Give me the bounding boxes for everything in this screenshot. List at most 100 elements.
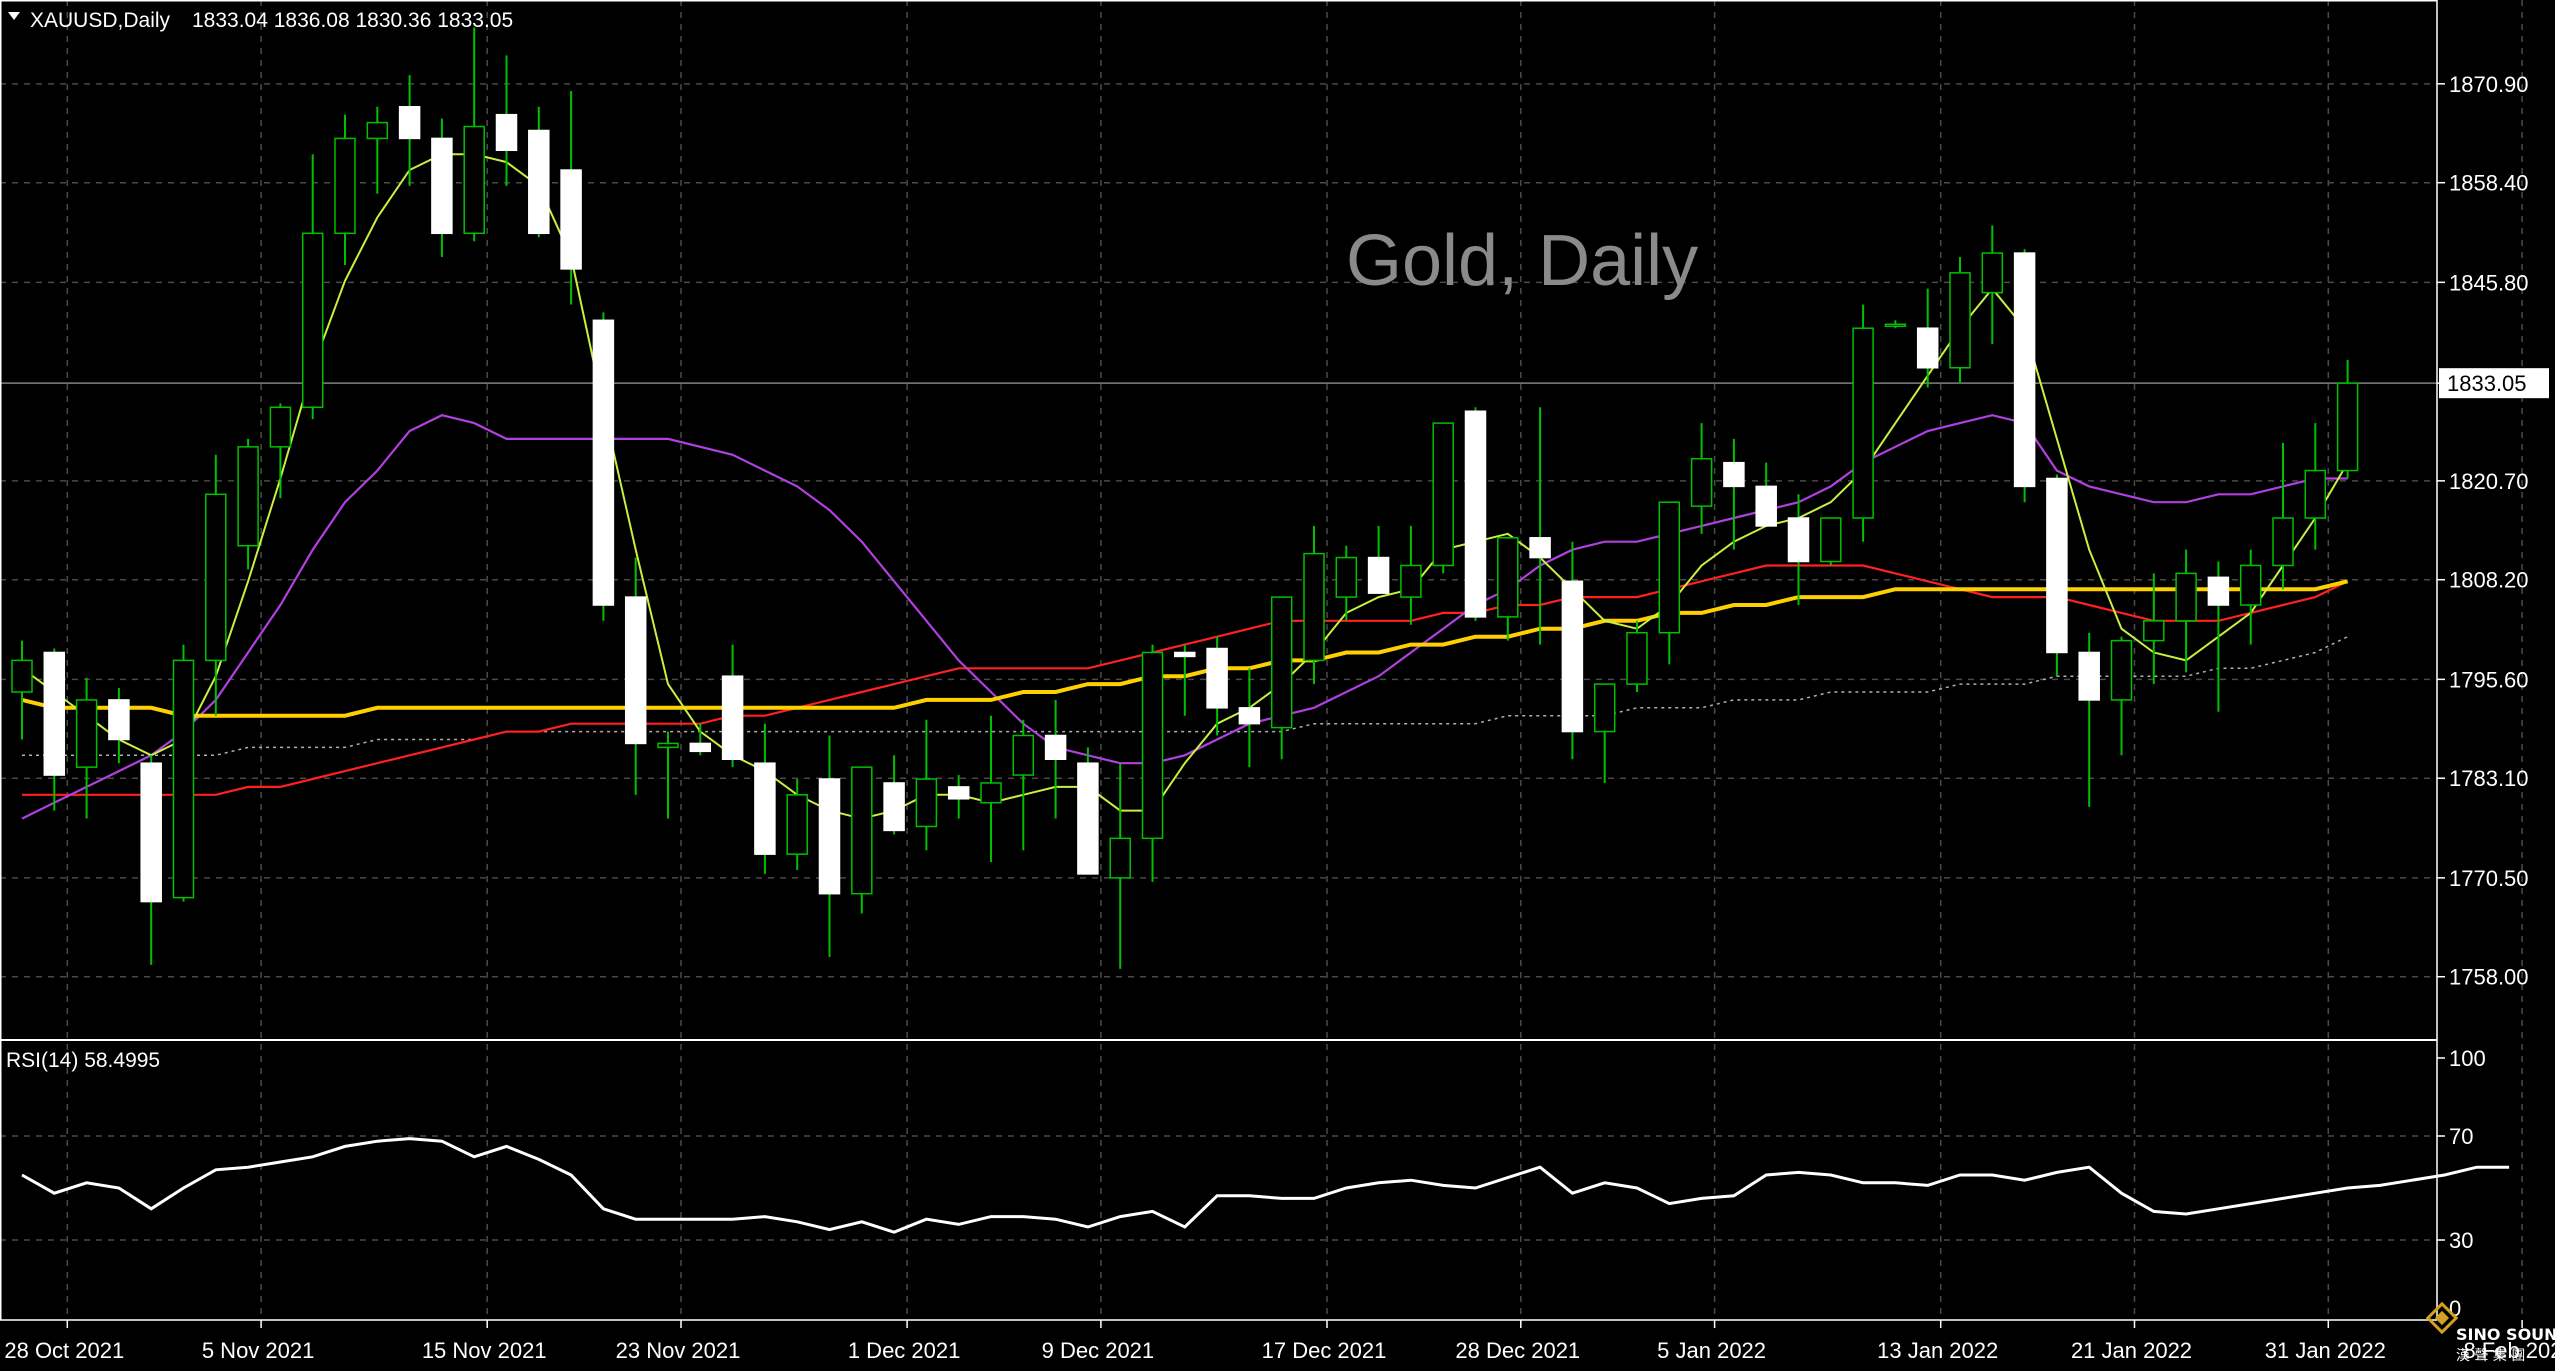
candle-body xyxy=(1529,537,1551,559)
candle-body xyxy=(689,742,712,753)
x-tick-label: 28 Oct 2021 xyxy=(4,1338,124,1363)
symbol-label: XAUUSD,Daily xyxy=(30,9,171,32)
candle-body xyxy=(915,778,938,828)
candle xyxy=(1141,644,1164,882)
candle xyxy=(1400,525,1422,625)
candle-body xyxy=(1174,651,1196,658)
candle-body xyxy=(818,778,841,895)
candle xyxy=(786,779,808,870)
x-tick-label: 9 Dec 2021 xyxy=(1042,1338,1155,1363)
candle xyxy=(334,114,356,265)
candle-body xyxy=(237,446,259,547)
candle xyxy=(1109,763,1131,969)
candle-body xyxy=(2078,651,2100,701)
candle-body xyxy=(366,121,389,140)
candle-body xyxy=(2143,620,2165,642)
rsi-tick-label: 70 xyxy=(2449,1124,2473,1149)
candle xyxy=(1658,501,1681,665)
candle xyxy=(269,403,292,499)
candle xyxy=(43,648,66,811)
candle xyxy=(560,90,582,305)
candle xyxy=(2336,359,2359,479)
candle-body xyxy=(1981,252,2004,294)
y-tick-label: 1758.00 xyxy=(2449,965,2529,990)
candle xyxy=(237,438,259,570)
candle xyxy=(2239,549,2262,645)
candle-body xyxy=(1820,517,1842,563)
rsi-label: RSI(14) 58.4995 xyxy=(6,1049,160,1072)
candle-body xyxy=(2272,517,2294,567)
rsi-line xyxy=(21,1137,2510,1234)
candle xyxy=(1303,525,1325,685)
triangle-down-icon[interactable] xyxy=(8,12,20,20)
candle-body xyxy=(43,651,66,776)
candle-body xyxy=(1335,556,1358,598)
candle-body xyxy=(1497,537,1519,618)
candle xyxy=(1206,636,1228,736)
candle xyxy=(689,723,712,756)
candle xyxy=(463,27,485,242)
candle xyxy=(1497,537,1519,641)
candle xyxy=(1949,257,1971,384)
candle-body xyxy=(2239,564,2262,606)
candle xyxy=(1432,422,1454,574)
x-tick-label: 1 Dec 2021 xyxy=(848,1338,961,1363)
candle xyxy=(75,677,98,819)
candle-body xyxy=(398,106,421,140)
y-tick-label: 1770.50 xyxy=(2449,866,2529,891)
candle-body xyxy=(1109,837,1131,879)
candle-body xyxy=(140,762,162,903)
candle-body xyxy=(172,659,195,899)
candle-body xyxy=(1916,327,1939,369)
candle-body xyxy=(1561,580,1584,733)
candle xyxy=(1335,545,1358,621)
candle xyxy=(980,715,1002,863)
candle-body xyxy=(1690,457,1713,507)
y-tick-label: 1808.20 xyxy=(2449,568,2529,593)
candle xyxy=(140,755,162,965)
current-price-badge xyxy=(2439,368,2549,399)
candle xyxy=(1626,620,1648,693)
candle xyxy=(1077,747,1099,875)
candle xyxy=(2078,632,2100,807)
candle-body xyxy=(75,699,98,768)
candle xyxy=(528,106,550,238)
candle-body xyxy=(1270,596,1293,729)
candle xyxy=(1174,644,1196,716)
candle-body xyxy=(1852,327,1874,519)
candle-body xyxy=(1238,707,1261,725)
candle xyxy=(1755,462,1777,527)
candle xyxy=(947,775,970,819)
candle-body xyxy=(592,319,615,606)
candle xyxy=(2110,636,2133,756)
candle-body xyxy=(463,125,485,235)
candle xyxy=(915,719,938,851)
logo-subtext: 漢 聲 集 團 xyxy=(2456,1347,2525,1364)
candle-body xyxy=(786,794,808,855)
moving-average-ma-dotted xyxy=(22,636,2348,757)
candle xyxy=(1464,407,1487,621)
candle xyxy=(2272,442,2294,590)
candle xyxy=(1270,596,1293,760)
candle xyxy=(108,688,130,764)
candle-body xyxy=(657,742,679,749)
candle xyxy=(1690,423,1713,534)
candle xyxy=(754,723,776,874)
candle-body xyxy=(205,493,227,662)
candle xyxy=(1012,719,1035,851)
candle-body xyxy=(2046,477,2068,654)
candle-body xyxy=(1464,410,1487,618)
candle xyxy=(1820,517,1842,566)
current-price-value: 1833.05 xyxy=(2447,371,2527,396)
candle-body xyxy=(1787,517,1810,563)
candle xyxy=(172,644,195,902)
candle-body xyxy=(1206,647,1228,709)
candle-body xyxy=(1949,272,1971,369)
candle xyxy=(301,154,324,420)
candle-body xyxy=(108,699,130,741)
y-tick-label: 1820.70 xyxy=(2449,469,2529,494)
rsi-tick-label: 30 xyxy=(2449,1228,2473,1253)
y-tick-label: 1858.40 xyxy=(2449,171,2529,196)
